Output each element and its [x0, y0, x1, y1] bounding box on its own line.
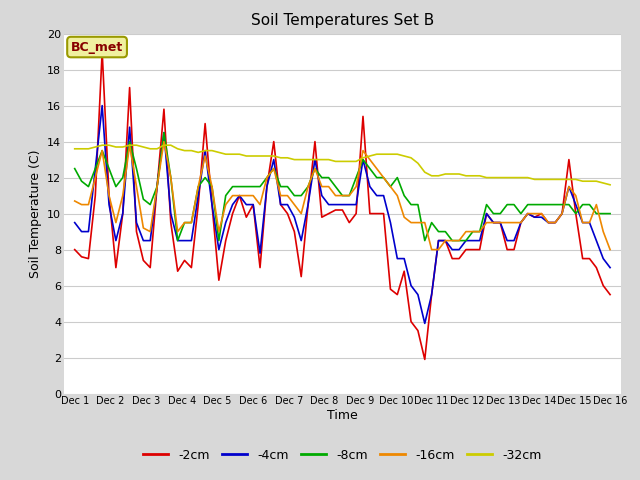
Legend: -2cm, -4cm, -8cm, -16cm, -32cm: -2cm, -4cm, -8cm, -16cm, -32cm — [138, 444, 547, 467]
Y-axis label: Soil Temperature (C): Soil Temperature (C) — [29, 149, 42, 278]
Text: BC_met: BC_met — [71, 40, 123, 54]
Title: Soil Temperatures Set B: Soil Temperatures Set B — [251, 13, 434, 28]
X-axis label: Time: Time — [327, 409, 358, 422]
